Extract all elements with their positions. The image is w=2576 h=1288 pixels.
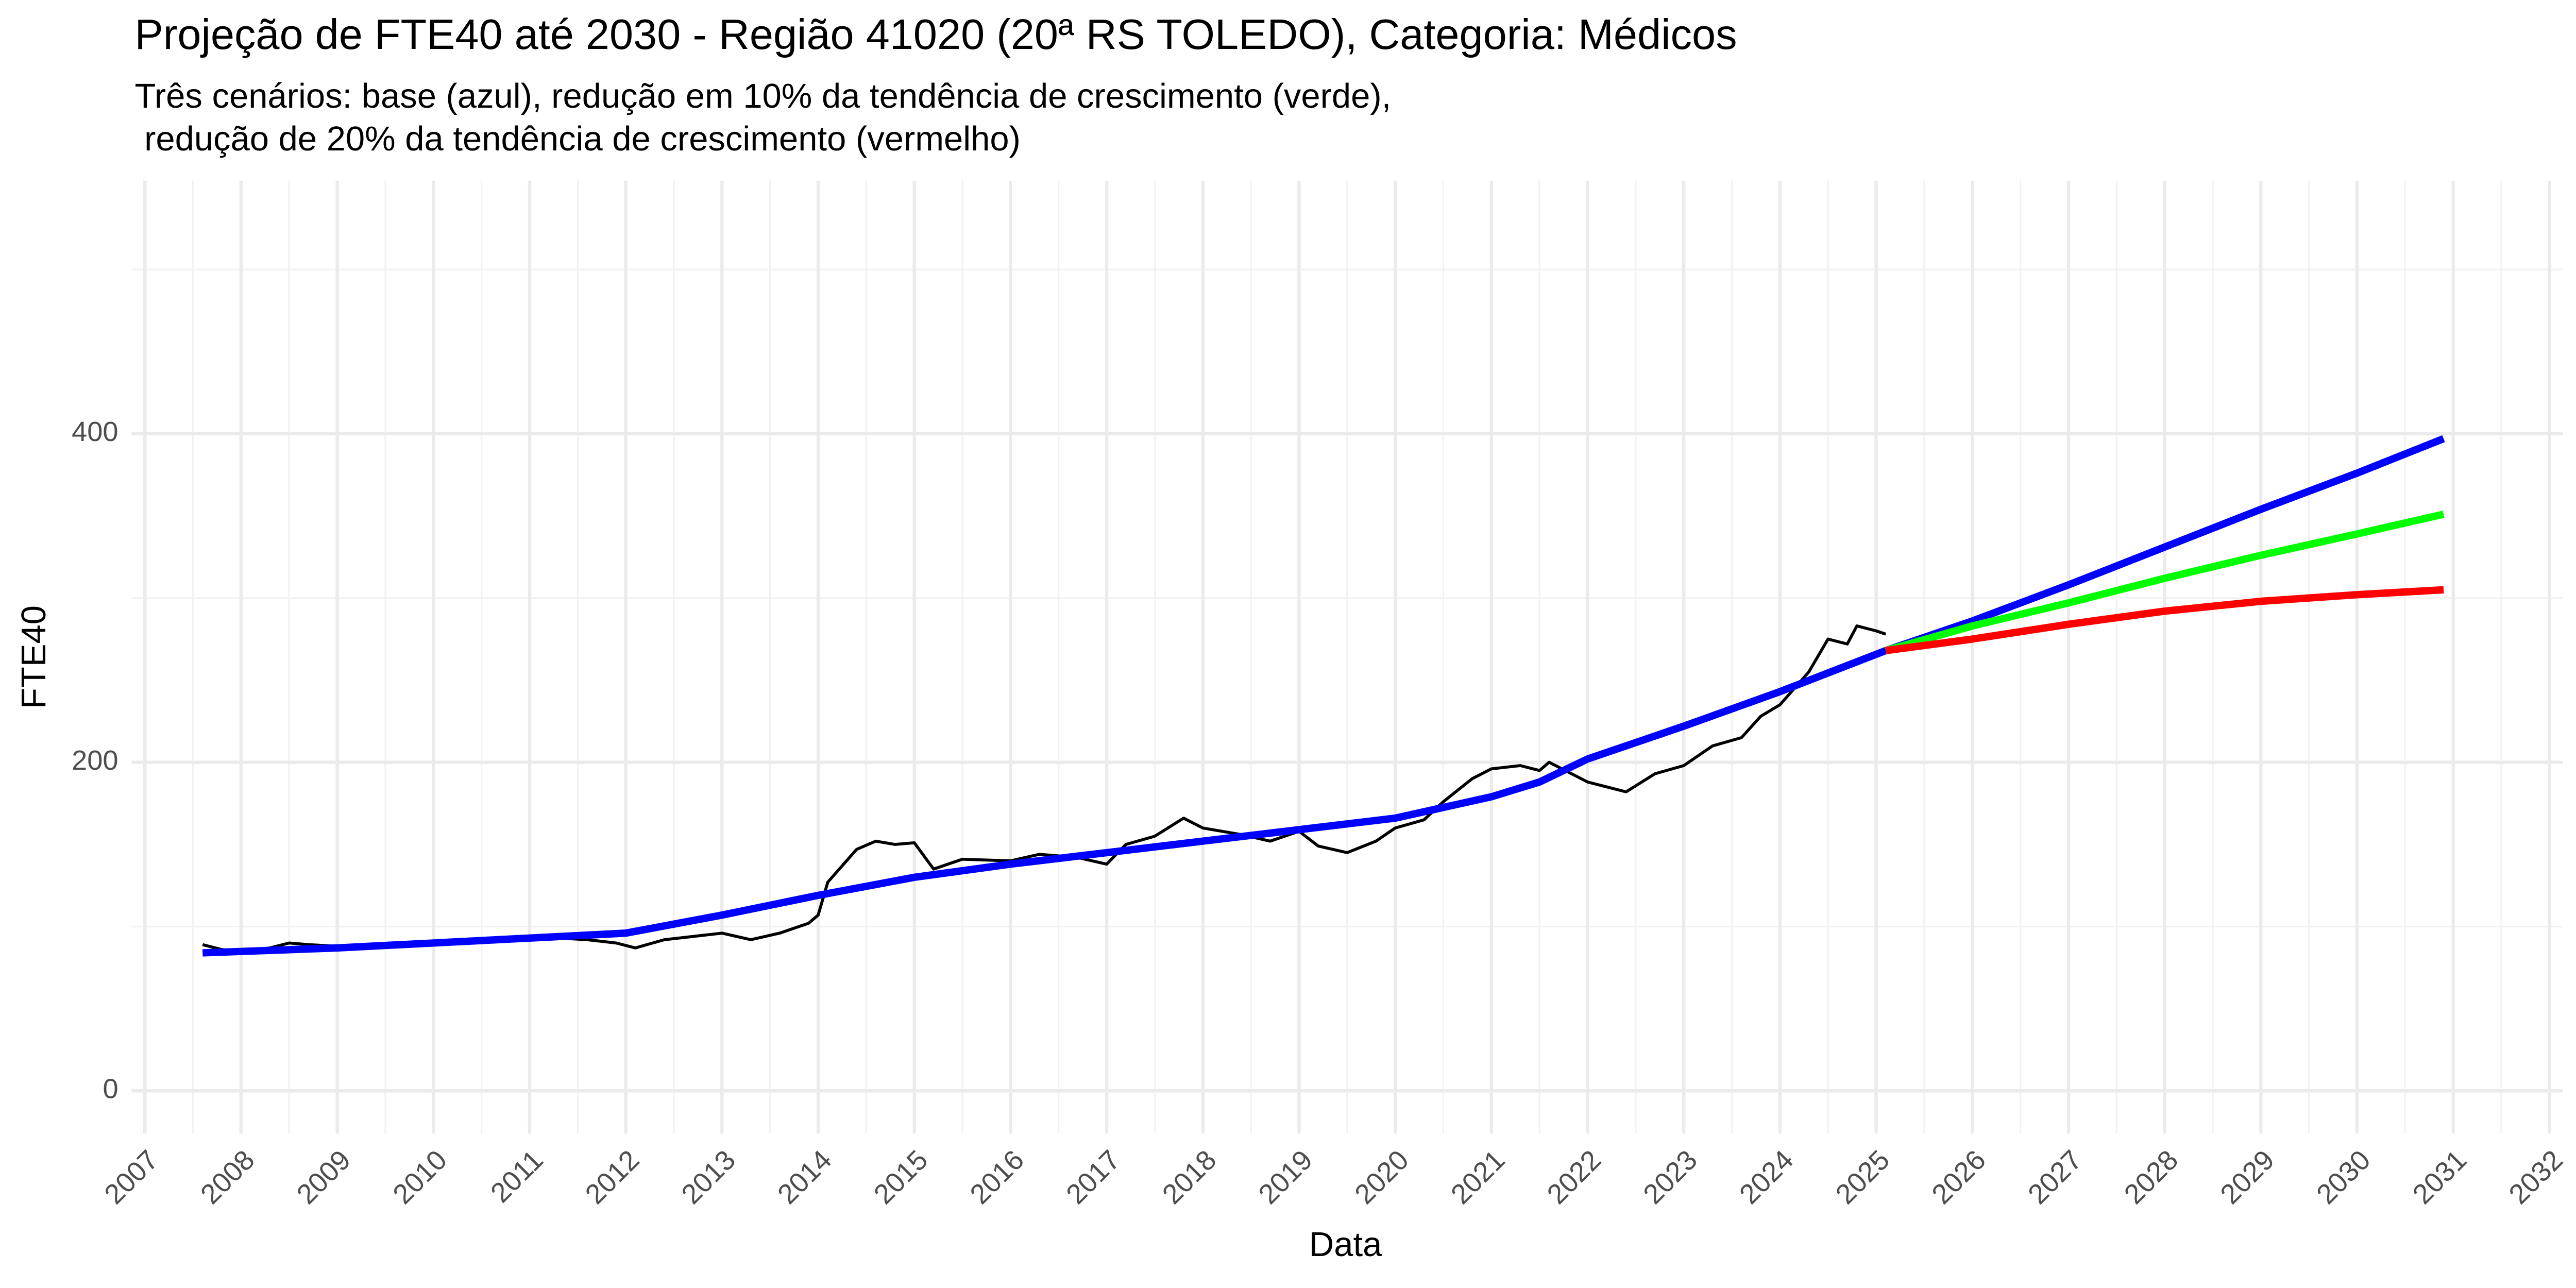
- chart-subtitle: Três cenários: base (azul), redução em 1…: [134, 77, 1391, 115]
- x-tick-label: 2012: [580, 1144, 646, 1210]
- x-tick-label: 2019: [1253, 1144, 1319, 1210]
- x-tick-label: 2017: [1060, 1144, 1126, 1210]
- x-tick-label: 2029: [2214, 1144, 2280, 1210]
- x-tick-label: 2027: [2022, 1144, 2088, 1210]
- y-tick-label: 200: [72, 745, 118, 776]
- x-tick-label: 2014: [772, 1144, 838, 1210]
- x-tick-label: 2021: [1445, 1144, 1511, 1210]
- x-tick-label: 2011: [485, 1144, 549, 1209]
- series-line: [202, 435, 2445, 957]
- x-tick-label: 2008: [195, 1144, 261, 1210]
- x-tick-label: 2028: [2119, 1144, 2184, 1210]
- x-tick-label: 2032: [2503, 1144, 2569, 1210]
- x-tick-label: 2026: [1926, 1144, 1992, 1210]
- x-tick-label: 2025: [1830, 1144, 1896, 1210]
- x-tick-label: 2018: [1157, 1144, 1223, 1210]
- chart-title: Projeção de FTE40 até 2030 - Região 4102…: [134, 10, 1737, 58]
- series-line: [1885, 511, 2445, 654]
- x-tick-label: 2022: [1541, 1144, 1607, 1210]
- x-tick-label: 2007: [98, 1144, 164, 1210]
- chart-subtitle: redução de 20% da tendência de crescimen…: [134, 120, 1020, 158]
- x-tick-label: 2015: [868, 1144, 934, 1210]
- series-line: [1885, 586, 2444, 654]
- x-tick-label: 2009: [291, 1144, 357, 1210]
- x-tick-label: 2013: [675, 1144, 741, 1210]
- x-tick-label: 2020: [1349, 1144, 1415, 1210]
- y-axis-title: FTE40: [14, 605, 53, 709]
- y-tick-label: 0: [103, 1074, 118, 1105]
- x-tick-label: 2024: [1734, 1144, 1800, 1210]
- x-tick-label: 2023: [1637, 1144, 1703, 1210]
- x-tick-label: 2031: [2407, 1144, 2473, 1210]
- x-tick-label: 2010: [387, 1144, 453, 1210]
- x-axis-title: Data: [1309, 1225, 1382, 1264]
- series-line: [202, 624, 1887, 953]
- y-tick-label: 400: [72, 416, 118, 447]
- x-tick-label: 2030: [2311, 1144, 2377, 1210]
- x-tick-label: 2016: [964, 1144, 1030, 1210]
